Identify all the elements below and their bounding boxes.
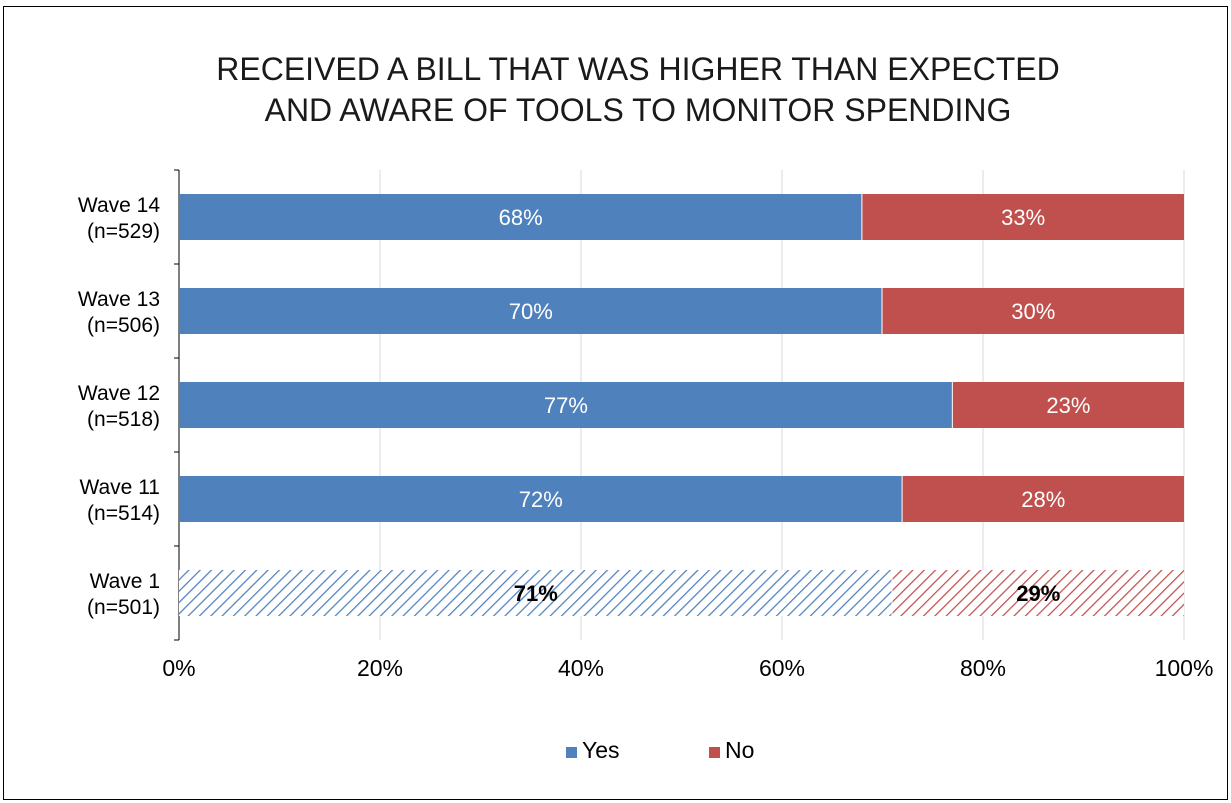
category-sample-size: (n=514): [87, 502, 160, 525]
chart-title-line-1: RECEIVED A BILL THAT WAS HIGHER THAN EXP…: [216, 51, 1059, 87]
legend: Yes No: [566, 737, 754, 763]
x-tick-label: 40%: [558, 655, 604, 681]
bar-yes-wave-1: [179, 570, 892, 616]
category-sample-size: (n=529): [87, 220, 160, 243]
data-label: 29%: [1016, 581, 1060, 606]
bars: [179, 194, 1184, 616]
bar-yes-wave-12: [179, 382, 952, 428]
legend-label-no: No: [725, 737, 754, 763]
data-label: 23%: [1046, 393, 1090, 418]
category-sample-size: (n=501): [87, 596, 160, 619]
bar-no-wave-11: [902, 476, 1184, 522]
data-label: 72%: [519, 487, 563, 512]
x-tick-label: 100%: [1155, 655, 1214, 681]
category-labels: Wave 14 (n=529) Wave 13 (n=506) Wave 12 (n=51…: [78, 194, 160, 619]
bar-no-wave-12: [952, 382, 1184, 428]
data-label: 70%: [509, 299, 553, 324]
legend-swatch-no: [709, 747, 720, 758]
category-label: Wave 11: [79, 476, 160, 499]
category-label: Wave 12: [78, 382, 160, 405]
data-label: 33%: [1001, 205, 1045, 230]
category-label: Wave 13: [78, 288, 160, 311]
x-tick-label: 0%: [162, 655, 195, 681]
data-label: 71%: [514, 581, 558, 606]
axes: [174, 169, 180, 641]
category-label: Wave 1: [90, 570, 160, 593]
category-label: Wave 14: [78, 194, 160, 217]
x-tick-label: 20%: [357, 655, 403, 681]
bar-no-wave-1: [892, 570, 1184, 616]
data-label: 68%: [499, 205, 543, 230]
data-label: 28%: [1021, 487, 1065, 512]
category-sample-size: (n=518): [87, 408, 160, 431]
data-labels: 68% 33% 70% 30% 77% 23% 72% 28% 71% 29%: [499, 205, 1091, 606]
bar-no-wave-13: [882, 288, 1184, 334]
bar-yes-wave-13: [179, 288, 882, 334]
x-tick-label: 80%: [960, 655, 1006, 681]
legend-label-yes: Yes: [582, 737, 620, 763]
x-tick-labels: 0% 20% 40% 60% 80% 100%: [162, 655, 1213, 681]
legend-swatch-yes: [566, 747, 577, 758]
bar-yes-wave-14: [179, 194, 862, 240]
data-label: 77%: [544, 393, 588, 418]
bar-yes-wave-11: [179, 476, 902, 522]
x-tick-label: 60%: [759, 655, 805, 681]
bar-no-wave-14: [862, 194, 1184, 240]
category-sample-size: (n=506): [87, 314, 160, 337]
data-label: 30%: [1011, 299, 1055, 324]
chart-title-line-2: AND AWARE OF TOOLS TO MONITOR SPENDING: [265, 92, 1012, 128]
